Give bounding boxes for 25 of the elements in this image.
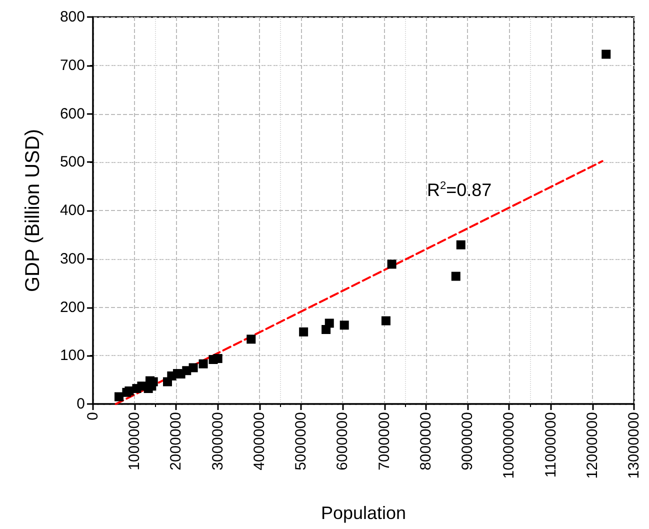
x-tick-label: 9000000 — [459, 412, 476, 470]
x-axis-title: Population — [320, 503, 406, 523]
x-tick-label: 8000000 — [417, 412, 434, 470]
x-tick-label: 2000000 — [168, 412, 185, 470]
x-tick-label: 12000000 — [584, 412, 601, 479]
y-tick-label: 600 — [60, 105, 85, 122]
x-tick-label: 5000000 — [292, 412, 310, 470]
x-tick-label: 0 — [84, 412, 102, 420]
y-tick-label: 200 — [60, 298, 85, 316]
x-tick-label: 10000000 — [500, 412, 518, 479]
y-tick-label: 400 — [60, 202, 85, 219]
x-tick-label: 1000000 — [126, 412, 144, 470]
x-tick-label: 4000000 — [250, 412, 268, 470]
x-tick-label: 13000000 — [626, 412, 642, 479]
x-tick-label: 6000000 — [334, 412, 352, 470]
x-tick-label: 7000000 — [376, 412, 393, 470]
y-tick-label: 0 — [76, 396, 85, 412]
y-tick-label: 800 — [60, 8, 85, 26]
y-axis-title: GDP (Billion USD) — [22, 129, 44, 292]
y-tick-label: 300 — [60, 250, 85, 268]
x-tick-label: 3000000 — [209, 412, 226, 470]
y-tick-label: 500 — [60, 154, 85, 171]
y-tick-label: 100 — [60, 347, 85, 364]
y-tick-label: 700 — [60, 56, 85, 74]
x-tick-label: 11000000 — [542, 412, 560, 478]
